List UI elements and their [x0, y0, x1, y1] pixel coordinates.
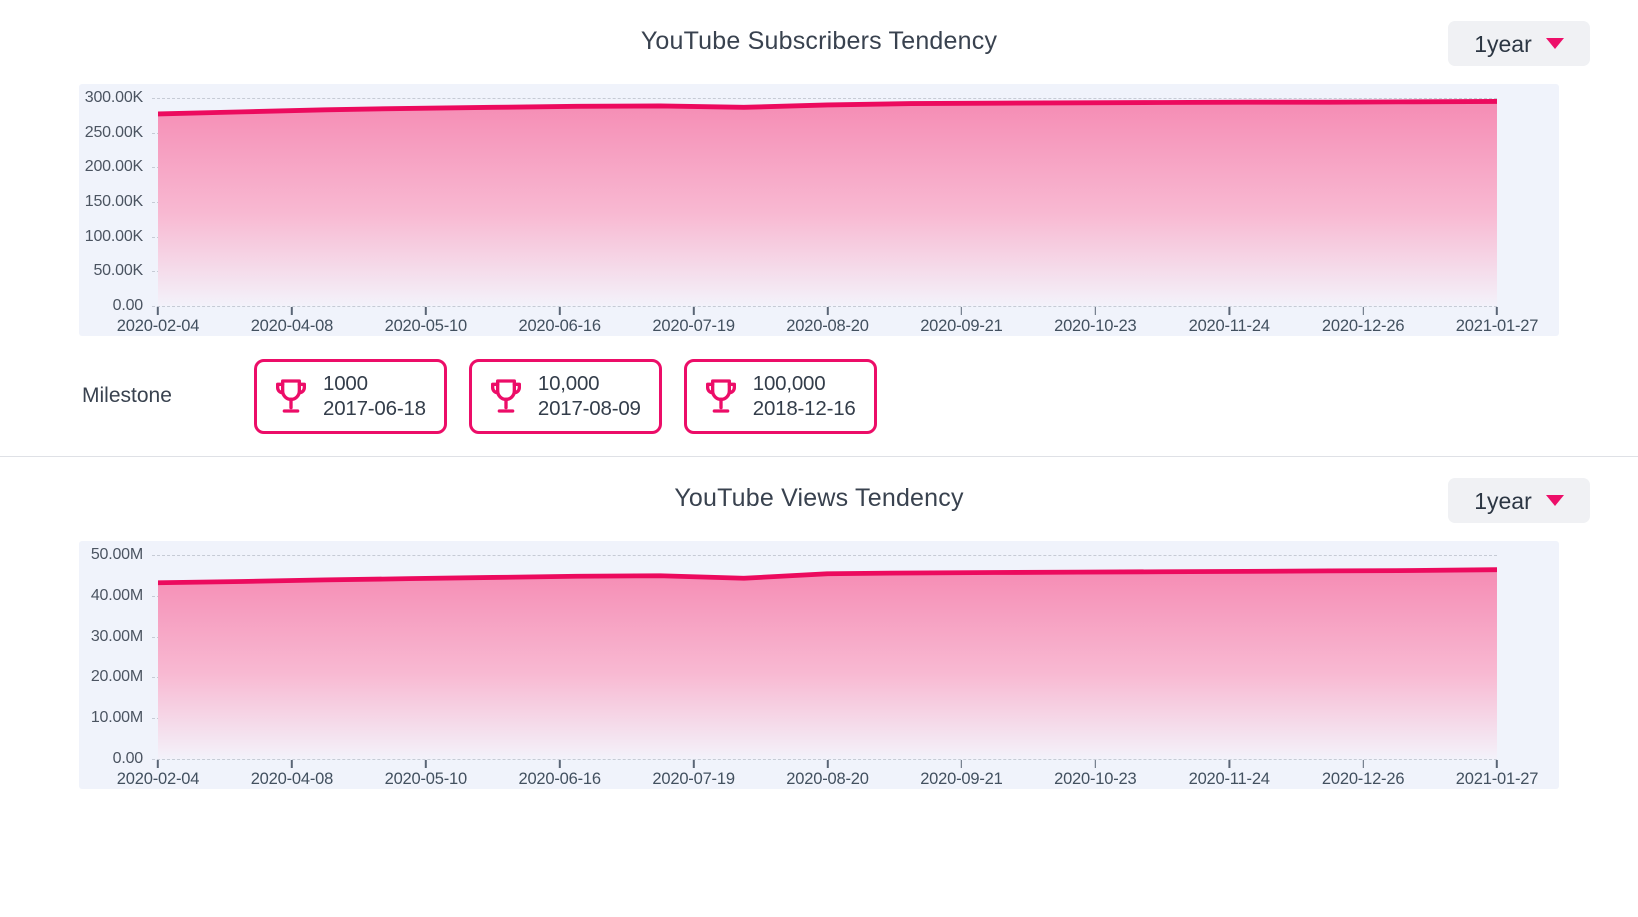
subscribers-header: YouTube Subscribers Tendency 1year — [0, 0, 1638, 84]
x-axis-tick-label: 2020-02-04 — [117, 760, 199, 789]
views-header: YouTube Views Tendency 1year — [0, 457, 1638, 541]
chevron-down-icon — [1545, 38, 1564, 49]
milestone-count: 1000 — [323, 372, 368, 395]
x-axis-tick-label: 2020-06-16 — [518, 760, 601, 789]
x-axis-tick-label: 2021-01-27 — [1456, 760, 1538, 789]
y-axis-tick-label: 300.00K — [84, 89, 143, 106]
x-axis-tick-label: 2020-05-10 — [385, 307, 467, 336]
range-select-views[interactable]: 1year — [1448, 478, 1590, 523]
x-axis-tick-label: 2020-04-08 — [251, 760, 333, 789]
y-axis-tick-label: 150.00K — [84, 193, 143, 210]
milestone-badge-100000[interactable]: 100,000 2018-12-16 — [683, 358, 877, 434]
x-axis-tick-label: 2020-12-26 — [1322, 307, 1404, 336]
x-axis-tick-label: 2020-07-19 — [652, 760, 735, 789]
x-axis-tick-label: 2020-04-08 — [251, 307, 333, 336]
milestone-date: 2017-08-09 — [537, 397, 641, 420]
subscribers-section: YouTube Subscribers Tendency 1year 300.0… — [0, 0, 1638, 456]
milestone-row: Milestone 1000 2017-06-18 — [0, 336, 1638, 456]
subscribers-chart-panel: 300.00K 250.00K 200.00K 150.00K 100.00K 50.00… — [79, 84, 1559, 336]
y-axis-tick-label: 40.00M — [90, 586, 143, 604]
views-area-chart — [158, 567, 1497, 759]
subscribers-area-chart — [158, 99, 1497, 306]
x-axis-tick-label: 2020-11-24 — [1189, 760, 1270, 789]
views-plot-area — [158, 555, 1497, 759]
milestone-count: 10,000 — [537, 372, 600, 395]
chevron-down-icon — [1545, 495, 1564, 506]
range-select-subscribers[interactable]: 1year — [1448, 21, 1590, 66]
x-axis-tick-label: 2020-11-24 — [1189, 307, 1270, 336]
trophy-icon — [705, 379, 736, 413]
x-axis-tick-label: 2020-07-19 — [652, 307, 735, 336]
x-axis-tick-label: 2020-06-16 — [518, 307, 601, 336]
x-axis-tick-label: 2020-08-20 — [786, 307, 869, 336]
page-title: YouTube Subscribers Tendency — [640, 27, 998, 55]
y-axis-tick-label: 20.00M — [90, 668, 143, 686]
trophy-icon — [276, 379, 306, 413]
x-axis-tick-label: 2020-09-21 — [920, 307, 1003, 336]
subscribers-y-axis: 300.00K 250.00K 200.00K 150.00K 100.00K 50.00… — [79, 84, 151, 336]
views-y-axis: 50.00M 40.00M 30.00M 20.00M 10.00M 0.00 — [79, 541, 151, 789]
range-select-label: 1year — [1474, 30, 1532, 57]
x-axis-tick-label: 2020-09-21 — [920, 760, 1003, 789]
y-axis-tick-label: 200.00K — [84, 158, 143, 176]
x-axis-tick-label: 2020-08-20 — [786, 760, 869, 789]
subscribers-plot-area — [158, 98, 1497, 306]
x-axis-tick-label: 2021-01-27 — [1456, 307, 1538, 336]
y-axis-tick-label: 250.00K — [84, 123, 143, 141]
range-select-label: 1year — [1474, 487, 1532, 514]
views-chart-panel: 50.00M 40.00M 30.00M 20.00M 10.00M 0.00 2020- — [79, 541, 1559, 789]
milestone-label: Milestone — [82, 384, 172, 407]
page-title: YouTube Views Tendency — [674, 484, 964, 512]
section-divider — [0, 456, 1638, 457]
y-axis-tick-label: 100.00K — [84, 227, 143, 245]
milestone-badge-10000[interactable]: 10,000 2017-08-09 — [468, 358, 662, 434]
milestone-date: 2018-12-16 — [752, 397, 856, 420]
views-section: YouTube Views Tendency 1year 50.00M 40.00… — [0, 457, 1638, 789]
x-axis-tick-label: 2020-12-26 — [1322, 760, 1404, 789]
y-axis-tick-label: 50.00K — [93, 262, 143, 280]
milestone-date: 2017-06-18 — [323, 397, 426, 420]
milestone-count: 100,000 — [752, 372, 826, 395]
x-axis-tick-label: 2020-02-04 — [117, 307, 199, 336]
x-axis-tick-label: 2020-05-10 — [385, 760, 467, 789]
subscribers-x-axis: 2020-02-04 2020-04-08 2020-05-10 2020-06-16… — [117, 306, 1538, 336]
trophy-icon — [490, 379, 521, 413]
x-axis-tick-label: 2020-10-23 — [1054, 760, 1137, 789]
x-axis-tick-label: 2020-10-23 — [1054, 307, 1137, 336]
y-axis-tick-label: 10.00M — [90, 709, 143, 727]
y-axis-tick-label: 50.00M — [90, 546, 143, 563]
milestone-badge-1000[interactable]: 1000 2017-06-18 — [254, 358, 447, 434]
y-axis-tick-label: 30.00M — [90, 627, 143, 645]
views-x-axis: 2020-02-04 2020-04-08 2020-05-10 2020-06-16… — [117, 759, 1538, 789]
